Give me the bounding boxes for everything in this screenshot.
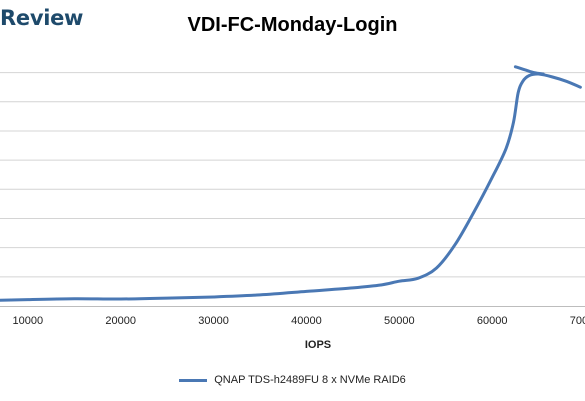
x-tick-label: 60000 [477,315,508,327]
x-tick-label: 20000 [105,315,136,327]
brand-logo-text: Review [0,6,84,30]
x-tick-label: 70000 [570,315,585,327]
grid-lines [0,72,585,278]
legend-swatch [179,378,208,382]
legend-label: QNAP TDS-h2489FU 8 x NVMe RAID6 [214,374,406,386]
x-tick-label: 40000 [291,315,322,327]
x-axis-label: IOPS [305,339,331,351]
series-lines [0,65,582,302]
series-line [513,65,545,76]
x-tick-label: 30000 [198,315,229,327]
legend: QNAP TDS-h2489FU 8 x NVMe RAID6 [0,374,585,386]
series-line [0,72,582,302]
x-tick-label: 10000 [13,315,44,327]
x-tick-labels: 10000 20000 30000 40000 50000 60000 70000 [13,315,585,327]
chart-title: VDI-FC-Monday-Login [187,14,398,36]
x-tick-label: 50000 [384,315,415,327]
